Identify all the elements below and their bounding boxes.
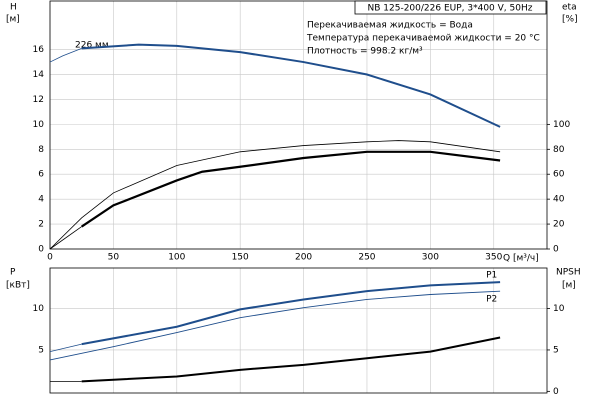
y2-label: eta	[562, 3, 577, 13]
y-tick-label: 4	[38, 195, 44, 205]
curve-label: P1	[486, 271, 497, 281]
x-tick-label: 150	[232, 253, 249, 263]
x-tick-label: 300	[422, 253, 439, 263]
annotation: Плотность = 998.2 кг/м³	[307, 47, 423, 57]
y2-tick-label: 20	[553, 220, 565, 230]
y-label: H	[10, 3, 17, 13]
y-unit: [м]	[6, 15, 20, 25]
y-tick-label: 5	[38, 345, 44, 355]
x-label: Q [м³/ч]	[503, 254, 539, 264]
y-tick-label: 10	[33, 304, 45, 314]
y-tick-label: 0	[38, 245, 44, 255]
y-label: P	[10, 268, 16, 278]
curve-label: 226 мм	[75, 41, 109, 51]
y-tick-label: 6	[38, 170, 44, 180]
y2-label: NPSH	[556, 268, 581, 278]
y-tick-label: 16	[33, 45, 45, 55]
curve-label: P2	[486, 295, 497, 305]
curve	[81, 336, 501, 383]
title-box	[354, 0, 547, 15]
x-tick-label: 250	[358, 253, 375, 263]
curve	[49, 226, 82, 250]
y-unit: [кВт]	[6, 281, 30, 291]
x-tick-label: 50	[108, 253, 120, 263]
curve	[49, 343, 82, 352]
annotation: Перекачиваемая жидкость = Вода	[307, 21, 473, 31]
y-tick-label: 2	[38, 220, 44, 230]
chart-title: NB 125-200/226 EUP, 3*400 V, 50Hz	[368, 4, 533, 14]
x-tick-label: 100	[168, 253, 185, 263]
curve	[49, 290, 501, 361]
y2-unit: [м]	[562, 281, 576, 291]
curve	[49, 47, 82, 63]
x-tick-label: 200	[295, 253, 312, 263]
curve	[81, 150, 501, 228]
top-frame	[49, 0, 548, 250]
x-tick-label: 0	[47, 253, 53, 263]
y-tick-label: 12	[33, 95, 44, 105]
bottom-frame	[49, 267, 548, 394]
y2-tick-label: 80	[553, 145, 565, 155]
y-tick-label: 14	[33, 70, 45, 80]
y2-tick-label: 5	[553, 345, 559, 355]
x-tick-label: 350	[485, 253, 502, 263]
y2-tick-label: 60	[553, 170, 565, 180]
curve	[81, 43, 501, 128]
annotation: Температура перекачиваемой жидкости = 20…	[306, 34, 540, 44]
y-tick-label: 10	[33, 120, 45, 130]
y2-tick-label: 100	[553, 120, 570, 130]
curve	[49, 140, 501, 250]
y2-tick-label: 0	[553, 245, 559, 255]
y2-unit: [%]	[562, 15, 578, 25]
y2-tick-label: 40	[553, 195, 565, 205]
y-tick-label: 8	[38, 145, 44, 155]
y2-tick-label: 0	[553, 387, 559, 397]
y2-tick-label: 10	[553, 304, 565, 314]
curve	[81, 281, 501, 346]
